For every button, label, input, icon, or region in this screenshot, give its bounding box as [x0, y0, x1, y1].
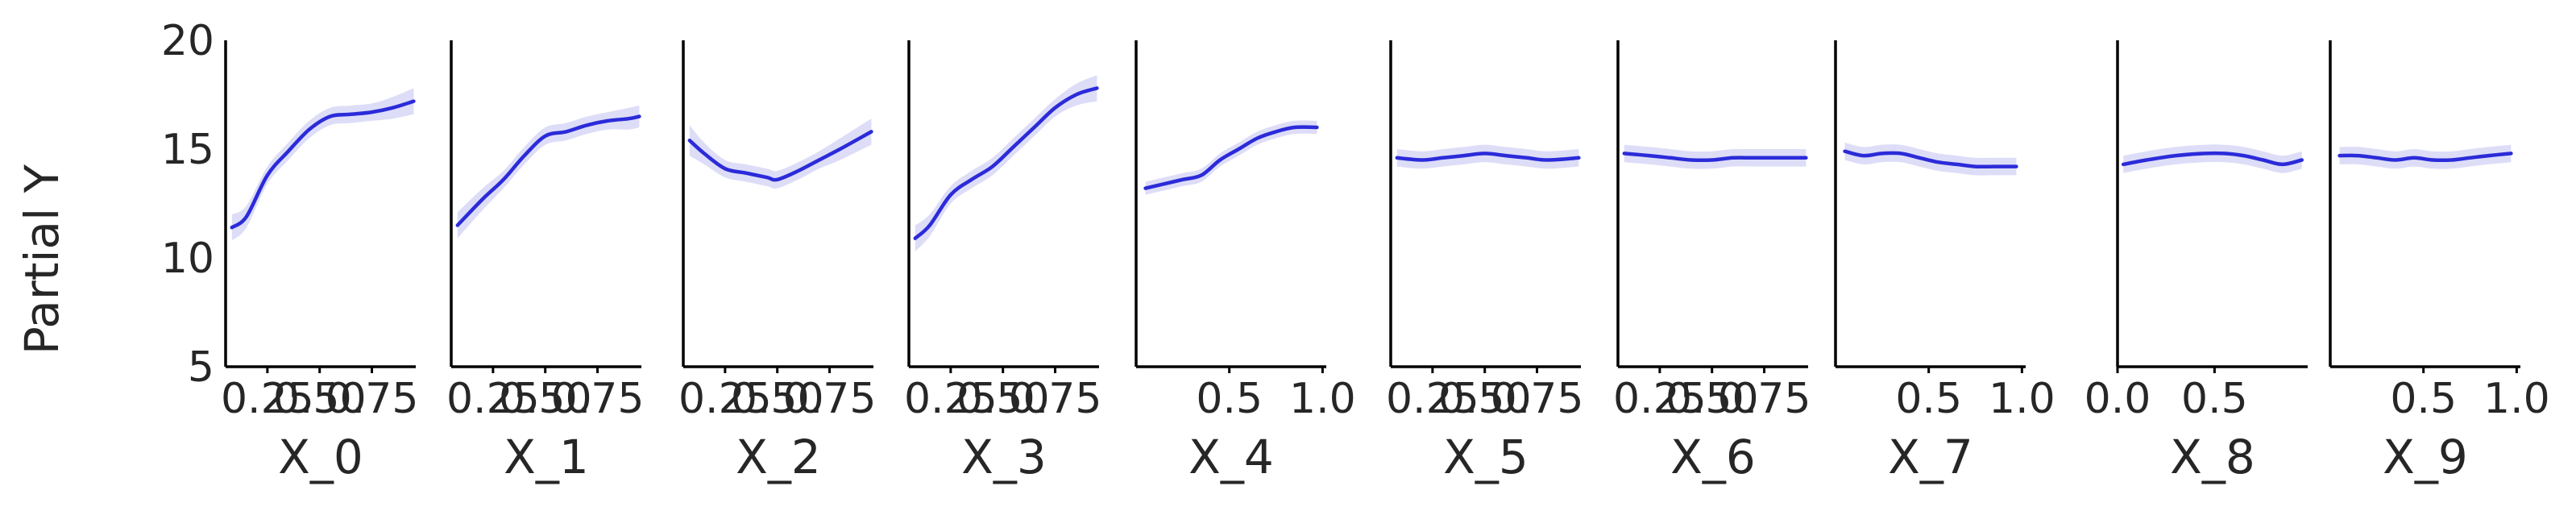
x-axis-label: X_0 [278, 430, 363, 484]
x-tick-label: 1.0 [1989, 375, 2055, 423]
partial-dependence-line [913, 86, 1099, 240]
partial-dependence-line [1395, 152, 1581, 162]
partial-dependence-line [230, 99, 416, 230]
x-tick-label: 0.75 [551, 375, 645, 423]
panel-x-8: 0.0 0.5 X_8 [2084, 40, 2308, 484]
panel-x-9: 0.5 1.0 X_9 [2329, 40, 2550, 484]
x-axis-label: X_2 [736, 430, 821, 484]
x-axis-label: X_4 [1188, 430, 1274, 484]
confidence-band [457, 106, 640, 239]
x-tick-label: 0.50 [273, 375, 367, 423]
x-tick-label: 0.50 [1438, 375, 1532, 423]
panel-x-4: 0.5 1.0 X_4 [1135, 40, 1356, 484]
panels: 0.250.500.75X_020151050.250.500.75X_10.2… [161, 17, 2550, 484]
y-tick-label: 10 [161, 235, 214, 283]
x-tick-label: 0.75 [326, 375, 419, 423]
x-axis-label: X_6 [1670, 430, 1756, 484]
x-tick-label: 0.50 [956, 375, 1050, 423]
x-tick-label: 0.75 [1491, 375, 1584, 423]
panel-x-6: 0.250.500.75 X_6 [1613, 40, 1811, 484]
confidence-band [2339, 144, 2512, 169]
panel-x-0: 0.250.500.75 X_0 20 15 10 5 [161, 17, 419, 484]
x-tick-label: 0.5 [2181, 375, 2248, 423]
x-tick-label: 0.25 [446, 375, 540, 423]
x-tick-label: 0.75 [1718, 375, 1811, 423]
x-axis-label: X_5 [1443, 430, 1529, 484]
x-axis-label: X_8 [2170, 430, 2255, 484]
x-tick-label: 0.50 [499, 375, 592, 423]
x-tick-label: 0.25 [1613, 375, 1707, 423]
panel-x-2: 0.250.500.75 X_2 [678, 40, 876, 484]
partial-dependence-line [687, 130, 873, 182]
confidence-band [1396, 144, 1579, 169]
partial-dependence-line [1143, 125, 1319, 190]
y-tick-label: 15 [161, 126, 214, 174]
x-axis-label: X_9 [2383, 430, 2468, 484]
y-tick-label: 20 [161, 17, 214, 65]
x-tick-label: 0.5 [1895, 375, 1962, 423]
y-axis-label: Partial Y [15, 164, 69, 355]
x-tick-label: 0.25 [904, 375, 998, 423]
confidence-band [915, 75, 1097, 251]
x-axis-label: X_7 [1888, 430, 1973, 484]
y-tick-label: 5 [188, 343, 214, 392]
x-tick-label: 0.25 [221, 375, 314, 423]
x-tick-label: 0.50 [1665, 375, 1759, 423]
panel-x-7: 0.5 1.0 X_7 [1834, 40, 2055, 484]
x-tick-label: 0.5 [2390, 375, 2457, 423]
partial-dependence-line [2337, 152, 2513, 163]
partial-dependence-line [455, 114, 641, 227]
x-tick-label: 0.25 [678, 375, 772, 423]
x-axis-label: X_1 [504, 430, 589, 484]
partial-dependence-line [1843, 149, 2018, 169]
confidence-band [2123, 144, 2302, 173]
x-tick-label: 1.0 [1289, 375, 1356, 423]
panel-x-5: 0.250.500.75 X_5 [1386, 40, 1583, 484]
partial-dependence-line [1622, 152, 1808, 163]
x-tick-label: 0.5 [1196, 375, 1263, 423]
panel-x-1: 0.250.500.75 X_1 [446, 40, 644, 484]
x-tick-label: 1.0 [2483, 375, 2550, 423]
panel-x-3: 0.250.500.75 X_3 [904, 40, 1101, 484]
confidence-band [1145, 120, 1317, 195]
x-tick-label: 0.25 [1386, 375, 1479, 423]
x-axis-label: X_3 [961, 430, 1047, 484]
x-tick-label: 0.75 [1009, 375, 1102, 423]
partial-dependence-line [2121, 151, 2304, 167]
x-tick-label: 0.50 [731, 375, 824, 423]
x-tick-label: 0.75 [783, 375, 877, 423]
x-tick-label: 0.0 [2084, 375, 2151, 423]
confidence-band [1624, 144, 1807, 169]
